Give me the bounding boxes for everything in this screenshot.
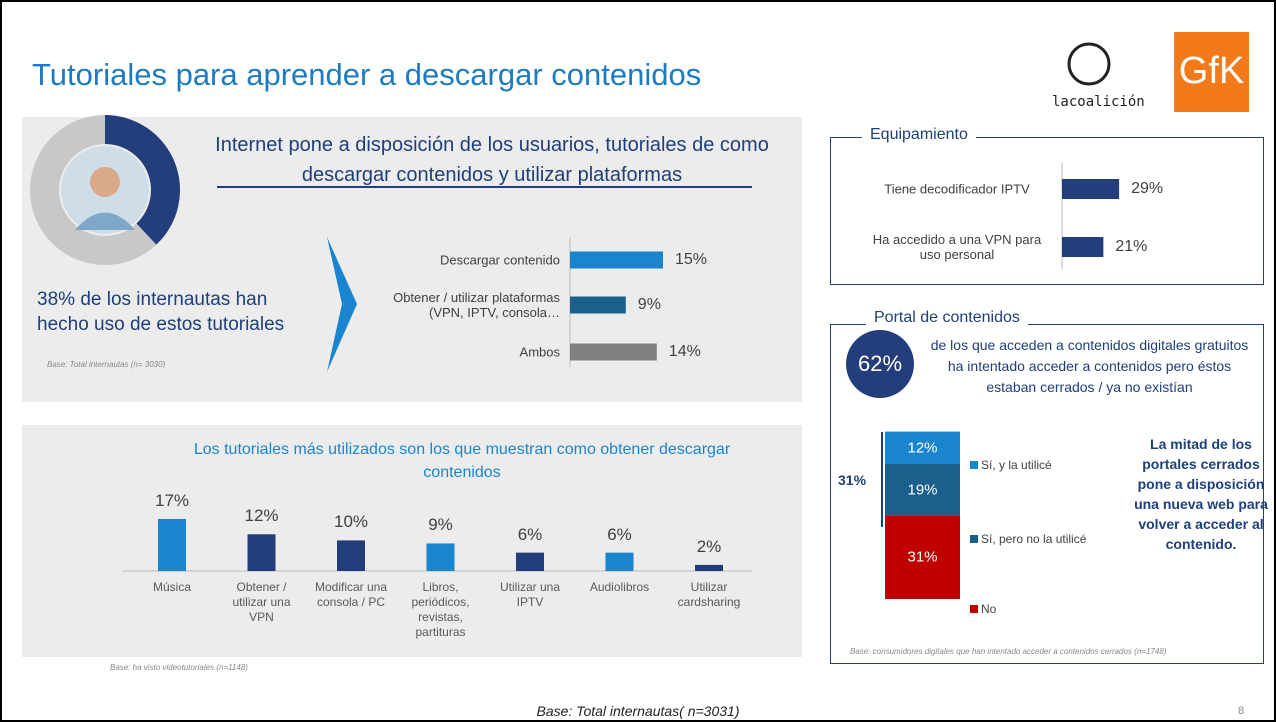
value-label: 6% — [607, 524, 632, 544]
donut-arc — [105, 115, 181, 245]
value-label: 12% — [907, 439, 938, 457]
legend-label: No — [981, 602, 997, 616]
chevron — [327, 237, 357, 372]
value-label: 9% — [637, 296, 661, 313]
bar — [605, 552, 634, 571]
value-label: 9% — [428, 515, 453, 535]
highlight-value: 62% — [857, 351, 903, 376]
highlight-value: 38% — [37, 289, 76, 310]
panel — [22, 425, 802, 657]
base-note: Base: ha visto videotutoriales (n=1148) — [110, 663, 248, 672]
category-label: Audiolibros — [589, 580, 650, 594]
box-title: Equipamiento — [862, 126, 976, 144]
category-label: Música — [152, 580, 191, 594]
logo-shape — [1174, 32, 1249, 112]
highlight-circle — [846, 330, 914, 398]
bar-segment — [885, 431, 960, 464]
legend-swatch — [970, 535, 978, 543]
highlight-text: de los que acceden a contenidos digitale… — [930, 337, 1249, 395]
category-label: Ambos — [519, 344, 560, 360]
value-label: 19% — [907, 481, 938, 499]
category-label: Utilizar una IPTV — [499, 580, 561, 609]
value-label: 17% — [154, 490, 190, 510]
bar-segment — [885, 515, 960, 599]
footer-base: Base: Total internautas( n=3031) — [536, 703, 740, 719]
bar — [247, 534, 276, 571]
logo-text: GfK — [1178, 50, 1245, 92]
bar — [158, 518, 186, 571]
value-label: 12% — [244, 506, 279, 526]
box — [830, 324, 1264, 664]
value-label: 15% — [675, 251, 708, 268]
bar — [426, 543, 455, 571]
bar — [516, 552, 544, 571]
value-label: 2% — [696, 536, 722, 556]
legend-label: Sí, y la utilicé — [981, 458, 1052, 472]
value-label: 21% — [1115, 238, 1148, 255]
value-label: 10% — [333, 512, 369, 532]
bar — [570, 343, 657, 361]
bar — [570, 251, 663, 269]
bar — [570, 296, 626, 314]
value-label: 29% — [1131, 180, 1164, 197]
title: Tutoriales para aprender a descargar con… — [32, 57, 702, 92]
category-label: Obtener / utilizar plataformas (VPN, IPT… — [393, 290, 560, 320]
base-note: Base: consumidores digitales que han int… — [850, 647, 1167, 656]
legend-label: Sí, pero no la utilicé — [981, 532, 1087, 546]
category-label: Libros, periódicos, revistas, partituras — [411, 580, 470, 639]
logo-text: lacoalición — [1052, 94, 1145, 110]
category-label: Ha accedido a una VPN para uso personal — [872, 232, 1042, 262]
box-title: Portal de contenidos — [866, 309, 1028, 327]
category-label: Descargar contenido — [440, 252, 560, 268]
value-label: 14% — [668, 343, 701, 360]
bracket-label: 31% — [838, 472, 867, 488]
highlight-text: de los internautas han hecho uso de esto… — [37, 289, 285, 335]
photo — [90, 167, 120, 197]
box — [830, 137, 1264, 285]
bar — [1062, 237, 1104, 257]
category-label: Utilizar cardsharing — [677, 580, 741, 609]
legend-swatch — [970, 461, 978, 469]
photo — [75, 212, 135, 230]
value-label: 6% — [517, 524, 543, 544]
legend-swatch — [970, 605, 978, 613]
highlight: 38% de los internautas han hecho uso de … — [37, 287, 307, 337]
bar — [695, 564, 723, 571]
category-label: Tiene decodificador IPTV — [884, 181, 1030, 197]
headline: Internet pone a disposición de los usuar… — [215, 134, 769, 186]
category-label: Obtener / utilizar una VPN — [232, 580, 291, 624]
logo-shape — [1067, 42, 1111, 86]
bar-segment — [885, 464, 960, 516]
bar — [1062, 179, 1120, 199]
bar — [337, 540, 365, 571]
category-label: Modificar una consola / PC — [314, 580, 388, 609]
chart-title: Los tutoriales más utilizados son los qu… — [193, 441, 731, 481]
value-label: 31% — [907, 548, 938, 566]
page-number: 8 — [1238, 705, 1245, 717]
base-note: Base: Total internautas (n= 3030) — [47, 360, 166, 369]
annotation: La mitad de los portales cerrados pone a… — [1134, 436, 1268, 552]
